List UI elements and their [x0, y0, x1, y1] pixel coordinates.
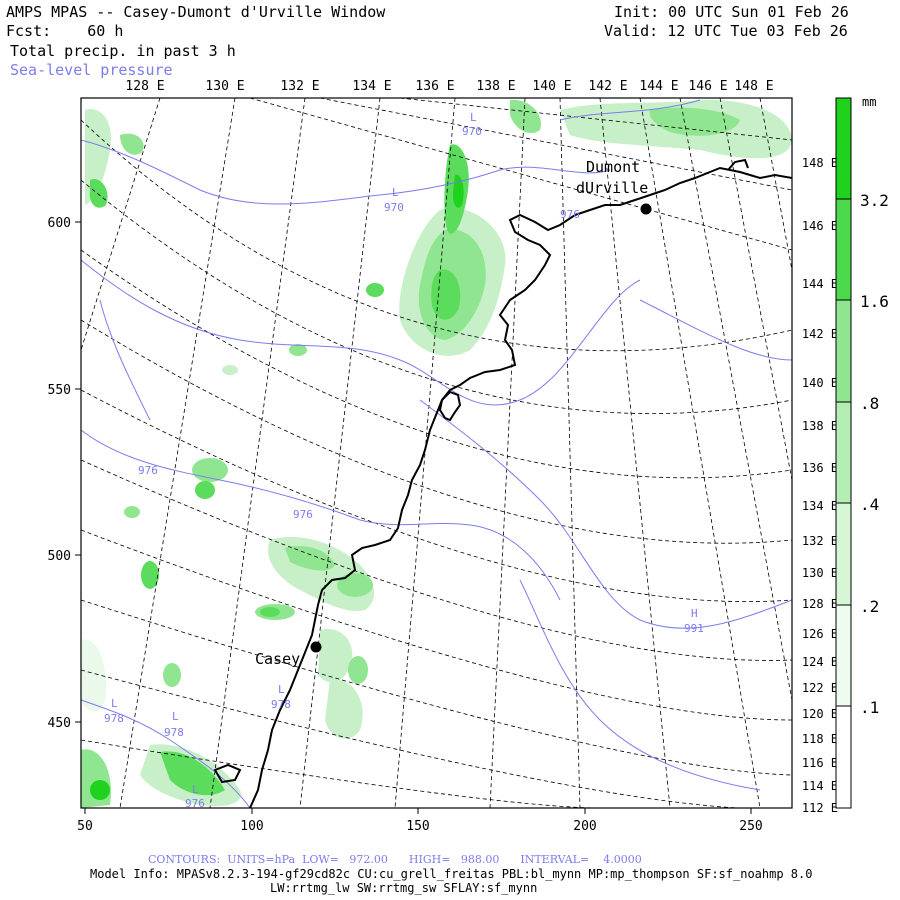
init-time: Init: 00 UTC Sun 01 Feb 26 — [614, 3, 849, 21]
pressure-low-letter: L — [392, 186, 399, 199]
colorbar-bin — [836, 706, 851, 808]
x-tick-label: 250 — [739, 819, 762, 834]
overlay-name: Sea-level pressure — [10, 61, 173, 79]
x-tick-label: 150 — [406, 819, 429, 834]
lon-label-right: 134 E — [802, 499, 838, 513]
pressure-contour-label: 976 — [560, 208, 580, 221]
lon-label-top: 142 E — [588, 79, 627, 94]
plot-frame — [80, 97, 793, 809]
lon-label-right: 114 E — [802, 779, 838, 793]
station-label-dumont: Dumont — [586, 158, 640, 176]
station-label-casey: Casey — [255, 650, 300, 668]
colorbar-bin — [836, 199, 851, 300]
isobars — [81, 99, 792, 808]
pressure-contour-label: 976 — [138, 464, 158, 477]
pressure-low-value: 970 — [462, 125, 482, 138]
pressure-high-letter: H — [691, 607, 698, 620]
lon-label-right: 148 E — [802, 156, 838, 170]
colorbar-label: .4 — [860, 495, 879, 514]
lon-label-top: 138 E — [476, 79, 515, 94]
lon-label-right: 142 E — [802, 327, 838, 341]
latlon-grid — [81, 98, 792, 808]
pressure-high-value: 991 — [684, 622, 704, 635]
lon-label-right: 130 E — [802, 566, 838, 580]
pressure-contour-label: 976 — [293, 508, 313, 521]
forecast-hour: Fcst: 60 h — [6, 22, 124, 40]
pressure-low-value: 978 — [271, 698, 291, 711]
lon-label-top: 144 E — [639, 79, 678, 94]
plot-area — [81, 98, 792, 808]
pressure-low-value: 978 — [164, 726, 184, 739]
station-label-durville: dUrville — [576, 179, 648, 197]
colorbar-bin — [836, 605, 851, 706]
lon-label-right: 144 E — [802, 277, 838, 291]
lon-label-top: 130 E — [205, 79, 244, 94]
colorbar-bin — [836, 300, 851, 402]
lon-label-right: 116 E — [802, 756, 838, 770]
lon-label-right: 122 E — [802, 681, 838, 695]
colorbar-label: .8 — [860, 394, 879, 413]
lon-label-right: 140 E — [802, 376, 838, 390]
precip-shading — [81, 99, 792, 808]
colorbar: mm 3.2 1.6 .8 .4 .2 .1 — [835, 95, 889, 809]
coastline — [213, 158, 792, 808]
lon-label-top: 136 E — [415, 79, 454, 94]
lon-label-right: 120 E — [802, 707, 838, 721]
model-info-physics: LW:rrtmg_lw SW:rrtmg_sw SFLAY:sf_mynn — [270, 881, 538, 895]
pressure-low-value: 978 — [104, 712, 124, 725]
y-tick-label: 450 — [48, 716, 71, 731]
lon-label-right: 132 E — [802, 534, 838, 548]
lon-label-right: 112 E — [802, 801, 838, 815]
dumont-durville-marker — [640, 203, 652, 215]
map-title: AMPS MPAS -- Casey-Dumont d'Urville Wind… — [6, 3, 386, 21]
colorbar-bin — [836, 98, 851, 199]
x-tick-label: 50 — [77, 819, 93, 834]
lon-label-right: 136 E — [802, 461, 838, 475]
contour-info: CONTOURS: UNITS=hPa LOW= 972.00 HIGH= 98… — [148, 853, 642, 866]
lon-label-right: 124 E — [802, 655, 838, 669]
y-tick-label: 600 — [48, 216, 71, 231]
colorbar-label: .1 — [860, 698, 879, 717]
lon-label-right: 138 E — [802, 419, 838, 433]
lon-label-top: 148 E — [734, 79, 773, 94]
field-name: Total precip. in past 3 h — [10, 42, 236, 60]
valid-time: Valid: 12 UTC Tue 03 Feb 26 — [604, 22, 848, 40]
lon-label-top: 128 E — [125, 79, 164, 94]
pressure-low-value: 976 — [185, 797, 205, 810]
lon-label-right: 128 E — [802, 597, 838, 611]
colorbar-bin — [836, 402, 851, 503]
lon-label-right: 146 E — [802, 219, 838, 233]
pressure-low-value: 970 — [384, 201, 404, 214]
x-tick-label: 200 — [573, 819, 596, 834]
model-info: Model Info: MPASv8.2.3-194-gf29cd82c CU:… — [90, 867, 813, 881]
colorbar-bin — [836, 503, 851, 605]
pressure-low-letter: L — [172, 710, 179, 723]
colorbar-label: .2 — [860, 597, 879, 616]
casey-marker — [310, 641, 322, 653]
pressure-low-letter: L — [192, 783, 199, 796]
y-tick-label: 500 — [48, 549, 71, 564]
pressure-low-letter: L — [470, 111, 477, 124]
lon-label-top: 132 E — [280, 79, 319, 94]
pressure-low-letter: L — [111, 697, 118, 710]
lon-label-top: 140 E — [532, 79, 571, 94]
colorbar-label: 3.2 — [860, 191, 889, 210]
pressure-low-letter: L — [278, 683, 285, 696]
lon-label-top: 134 E — [352, 79, 391, 94]
lon-label-right: 126 E — [802, 627, 838, 641]
y-tick-label: 550 — [48, 383, 71, 398]
lon-label-top: 146 E — [688, 79, 727, 94]
x-tick-label: 100 — [240, 819, 263, 834]
colorbar-label: 1.6 — [860, 292, 889, 311]
lon-label-right: 118 E — [802, 732, 838, 746]
colorbar-unit: mm — [862, 95, 876, 109]
